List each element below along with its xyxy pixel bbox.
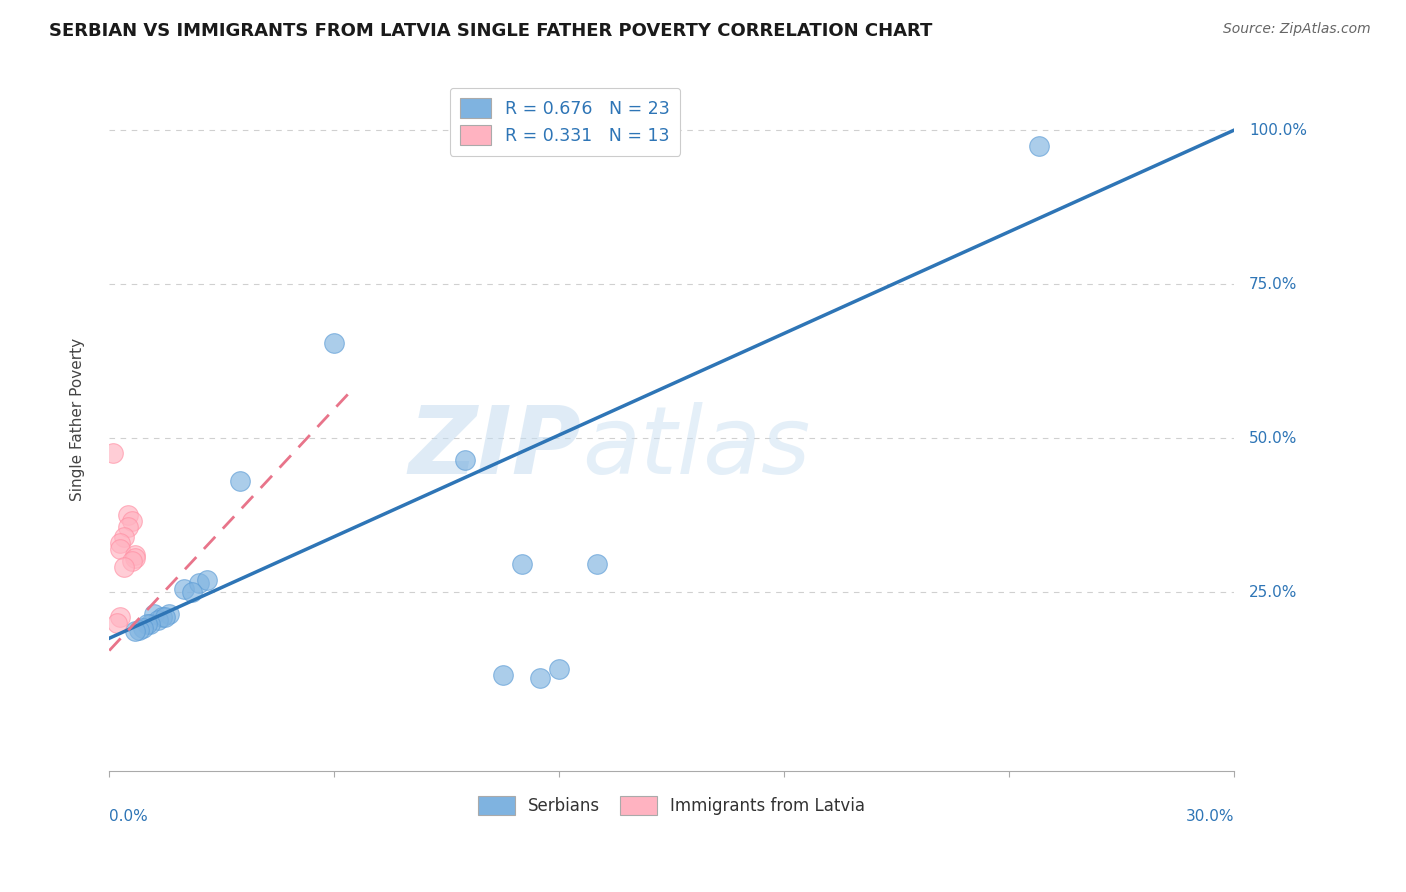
Point	[529, 671, 551, 685]
Point	[112, 530, 135, 544]
Point	[454, 452, 477, 467]
Point	[188, 575, 211, 590]
Point	[110, 609, 132, 624]
Text: 25.0%: 25.0%	[1249, 584, 1298, 599]
Point	[105, 615, 128, 630]
Point	[112, 560, 135, 574]
Point	[323, 335, 346, 350]
Point	[117, 520, 139, 534]
Point	[124, 551, 146, 566]
Point	[101, 446, 124, 460]
Point	[548, 662, 571, 676]
Point	[135, 617, 157, 632]
Point	[110, 541, 132, 556]
Text: Source: ZipAtlas.com: Source: ZipAtlas.com	[1223, 22, 1371, 37]
Point	[510, 558, 533, 572]
Text: atlas: atlas	[582, 402, 810, 493]
Point	[117, 508, 139, 522]
Point	[585, 558, 607, 572]
Legend: Serbians, Immigrants from Latvia: Serbians, Immigrants from Latvia	[471, 789, 872, 822]
Point	[229, 474, 252, 488]
Text: 50.0%: 50.0%	[1249, 431, 1298, 446]
Point	[155, 609, 177, 624]
Text: 100.0%: 100.0%	[1249, 122, 1308, 137]
Point	[121, 554, 143, 568]
Point	[195, 573, 218, 587]
Point	[124, 548, 146, 562]
Point	[124, 624, 146, 639]
Text: ZIP: ZIP	[409, 401, 582, 493]
Point	[121, 514, 143, 528]
Point	[173, 582, 195, 596]
Point	[110, 536, 132, 550]
Point	[157, 607, 180, 621]
Text: 75.0%: 75.0%	[1249, 277, 1298, 292]
Point	[146, 613, 169, 627]
Text: SERBIAN VS IMMIGRANTS FROM LATVIA SINGLE FATHER POVERTY CORRELATION CHART: SERBIAN VS IMMIGRANTS FROM LATVIA SINGLE…	[49, 22, 932, 40]
Point	[150, 609, 173, 624]
Point	[139, 617, 162, 632]
Point	[1028, 138, 1050, 153]
Text: 0.0%: 0.0%	[110, 809, 148, 824]
Point	[180, 585, 202, 599]
Point	[492, 668, 515, 682]
Text: Single Father Poverty: Single Father Poverty	[70, 338, 86, 501]
Point	[143, 607, 166, 621]
Text: 30.0%: 30.0%	[1185, 809, 1234, 824]
Point	[132, 621, 155, 635]
Point	[128, 624, 150, 638]
